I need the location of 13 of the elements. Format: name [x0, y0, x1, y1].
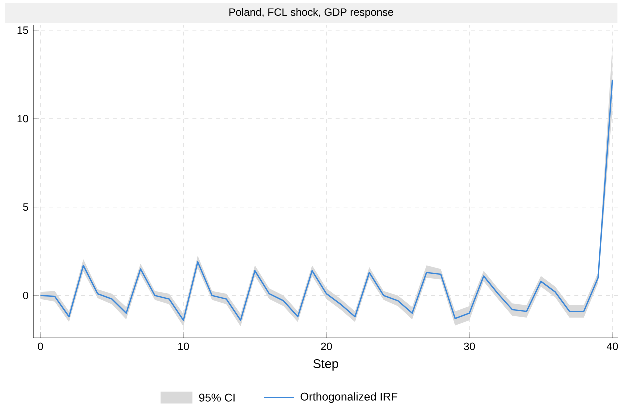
x-tick-label: 40 [606, 342, 618, 350]
y-tick-label: 15 [18, 26, 28, 34]
x-tick-label: 20 [321, 342, 332, 350]
x-tick-label: 10 [178, 342, 190, 350]
y-tick-label: 5 [23, 204, 28, 212]
x-axis-title: Step [314, 360, 338, 371]
x-tick-label: 0 [38, 342, 44, 350]
text: 95% CI [199, 394, 235, 402]
y-tick-label: 0 [23, 292, 28, 300]
chart-title: Poland, FCL shock, GDP response [230, 8, 394, 18]
y-tick-label: 10 [18, 115, 28, 123]
x-tick-label: 30 [464, 342, 476, 350]
legend-label: Orthogonalized IRF [300, 392, 398, 404]
